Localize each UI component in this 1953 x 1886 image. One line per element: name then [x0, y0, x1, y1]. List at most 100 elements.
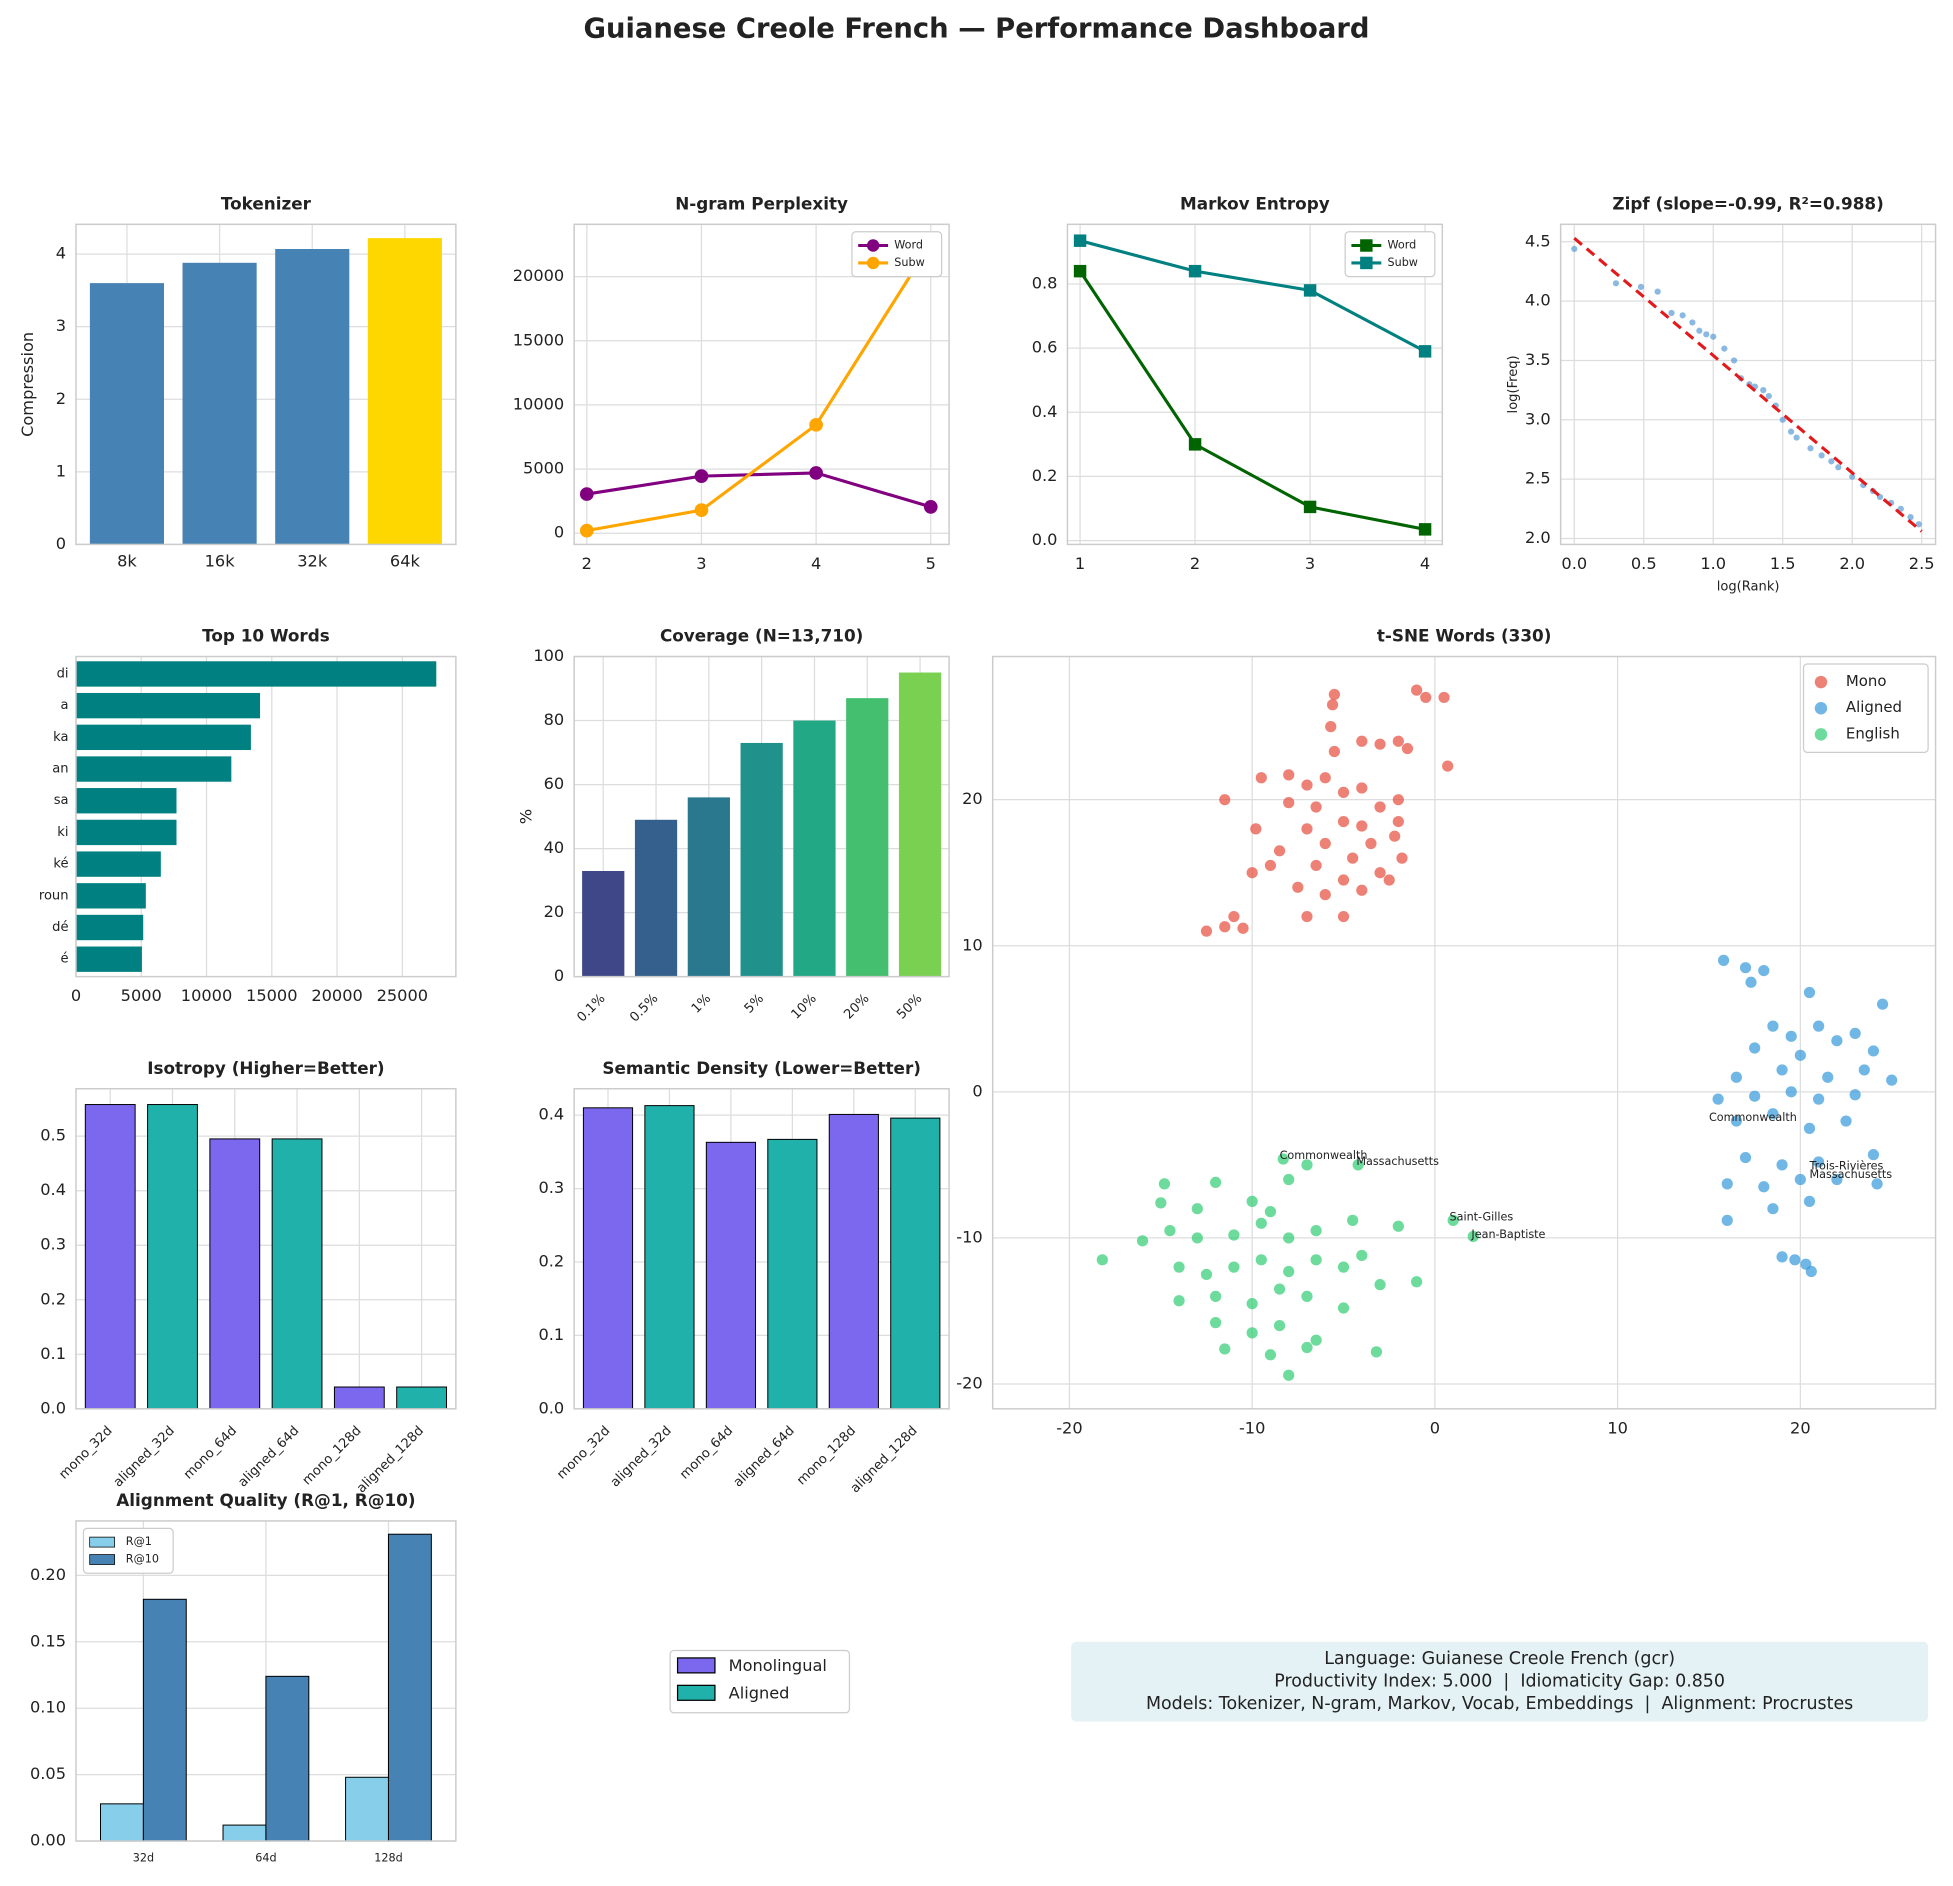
panel-title: Alignment Quality (R@1, R@10) [116, 1490, 415, 1510]
y-tick-label: 2.5 [1525, 469, 1551, 488]
point [1818, 452, 1825, 459]
y-tick-label: 0.8 [1032, 273, 1058, 292]
point [1849, 1027, 1861, 1040]
point [1301, 779, 1313, 791]
y-tick-label: 0.1 [40, 1344, 66, 1363]
point [1319, 772, 1331, 784]
x-tick-label: 10000 [181, 986, 233, 1005]
y-tick-label: -20 [956, 1373, 982, 1392]
x-tick-label: 2 [1190, 554, 1200, 573]
point [1246, 1195, 1258, 1208]
marker [1073, 264, 1087, 278]
x-tick-label: 4 [1420, 554, 1430, 573]
x-tick-label: 0.0 [1561, 554, 1587, 573]
point [1858, 1064, 1870, 1076]
point [1396, 852, 1408, 864]
x-tick-label: 8k [117, 551, 137, 570]
y-tick-label: 0.05 [30, 1764, 66, 1783]
point [1767, 1020, 1779, 1032]
point [1210, 1290, 1222, 1302]
point [1612, 280, 1620, 287]
point [1392, 1220, 1404, 1232]
point [1383, 874, 1395, 886]
point [1273, 1319, 1286, 1332]
point [1840, 1115, 1852, 1127]
point [1337, 1261, 1350, 1273]
point [1785, 1086, 1797, 1098]
x-tick-label: 5 [926, 554, 936, 573]
axes-frame [75, 223, 457, 546]
marker [1073, 234, 1087, 247]
legend-marker [1814, 675, 1828, 689]
point [1283, 1369, 1295, 1381]
point [1730, 1071, 1742, 1083]
point [1411, 684, 1423, 696]
x-tick-label: aligned_64d [731, 1423, 798, 1490]
point [1096, 1254, 1108, 1266]
fit-line [1573, 237, 1923, 533]
y-tick-label: 10 [962, 935, 983, 954]
point [1689, 319, 1696, 326]
x-tick-label: 0 [71, 986, 81, 1005]
legend-swatch [89, 1536, 115, 1548]
x-tick-label: mono_64d [181, 1423, 240, 1482]
point [1328, 688, 1340, 701]
point [1200, 1268, 1213, 1281]
point [1794, 1049, 1806, 1061]
point [1210, 1317, 1222, 1329]
y-tick-label: 3.0 [1525, 409, 1551, 428]
marker [809, 417, 823, 432]
point [1696, 327, 1703, 334]
point [1749, 1090, 1761, 1102]
point [1710, 333, 1717, 340]
point [1886, 1074, 1898, 1086]
point [1219, 921, 1231, 933]
y-tick-label: 2.0 [1525, 528, 1551, 547]
point [1356, 884, 1368, 896]
y-tick-label: ké [53, 857, 68, 872]
y-tick-label: 0.4 [538, 1105, 564, 1124]
line [586, 471, 932, 509]
x-tick-label: 128d [374, 1851, 402, 1864]
point [1807, 445, 1814, 452]
point [1679, 312, 1686, 319]
y-tick-label: 0.0 [1032, 530, 1058, 549]
point [1228, 1229, 1240, 1241]
point [1779, 416, 1786, 423]
point [1831, 1173, 1843, 1186]
bar [182, 262, 257, 545]
legend-swatch [676, 1657, 716, 1674]
x-tick-label: 10% [789, 991, 820, 1022]
point [1389, 830, 1401, 842]
y-tick-label: 0.3 [538, 1178, 564, 1197]
x-tick-label: 4 [811, 554, 821, 573]
legend-label: R@1 [126, 1535, 152, 1548]
x-tick-label: 0.5% [627, 991, 661, 1025]
point [1776, 1251, 1788, 1263]
point [1283, 1173, 1295, 1186]
point [1822, 1071, 1834, 1083]
point [1310, 1225, 1322, 1237]
x-tick-label: 20 [1790, 1418, 1811, 1437]
panel-title: Zipf (slope=-0.99, R²=0.988) [1612, 193, 1883, 213]
bar [142, 1598, 187, 1842]
point [1264, 1349, 1277, 1361]
point [1283, 1265, 1295, 1278]
legend-label: Subw [894, 256, 924, 269]
point [1776, 1159, 1788, 1171]
point [1136, 1235, 1149, 1247]
marker [579, 523, 594, 538]
x-tick-label: 5% [742, 991, 767, 1016]
point [1250, 823, 1262, 835]
x-tick-label: 16k [205, 551, 236, 570]
point [1907, 514, 1914, 521]
legend-label: Word [894, 239, 923, 252]
point [1283, 797, 1295, 809]
legend-marker [1360, 239, 1373, 252]
point [1337, 910, 1350, 923]
y-tick-label: 20 [962, 789, 983, 808]
legend-label: Word [1388, 239, 1417, 252]
legend-marker [866, 239, 880, 252]
bar [265, 1675, 310, 1842]
annotation: Trois-Rivières [1808, 1159, 1883, 1172]
